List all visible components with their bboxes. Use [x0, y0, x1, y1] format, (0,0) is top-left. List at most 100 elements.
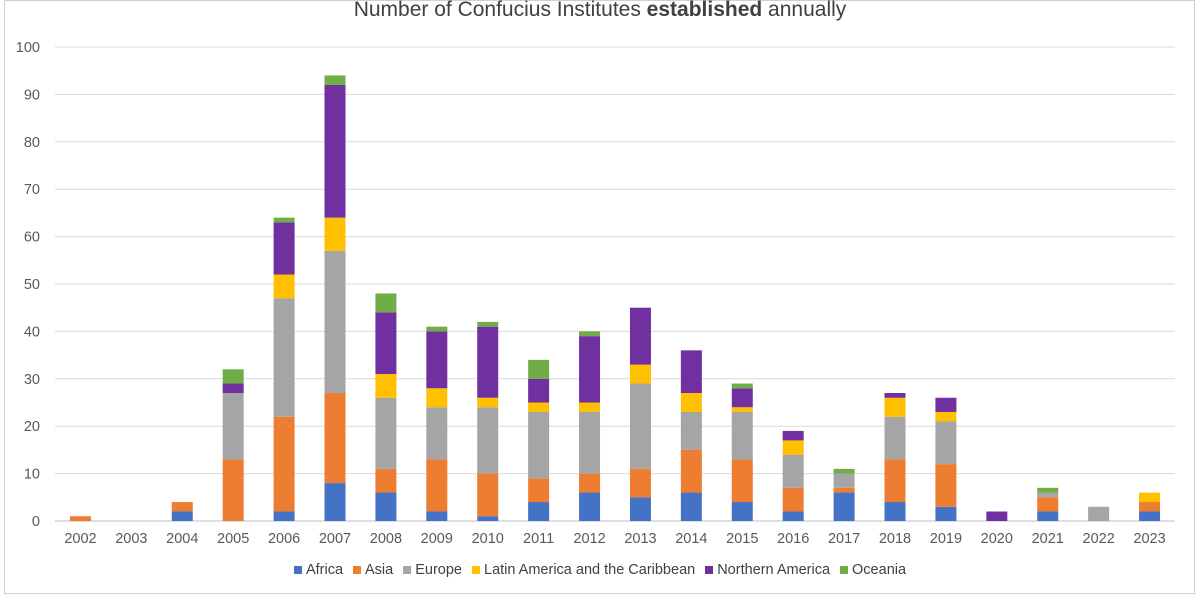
y-tick-label: 20 [24, 419, 40, 435]
chart-title-prefix: Number of Confucius Institutes [353, 0, 647, 21]
bar-segment [935, 421, 957, 465]
bar-segment [528, 402, 550, 412]
bar-segment [324, 217, 346, 251]
bar-segment [222, 459, 244, 521]
legend-label: Latin America and the Caribbean [484, 562, 696, 578]
x-tick-label: 2010 [472, 531, 504, 547]
x-tick-label: 2003 [115, 531, 147, 547]
legend-label: Northern America [717, 562, 831, 578]
x-tick-label: 2022 [1083, 531, 1115, 547]
x-tick-label: 2013 [624, 531, 656, 547]
bar-segment [731, 383, 753, 389]
x-tick-label: 2023 [1133, 531, 1165, 547]
legend-item: Latin America and the Caribbean [472, 562, 695, 578]
legend-label: Oceania [852, 562, 907, 578]
bar-segment [324, 393, 346, 484]
bar-segment [579, 336, 601, 403]
bar-segment [171, 502, 193, 512]
bar-segment [935, 397, 957, 412]
legend-swatch [293, 566, 302, 574]
bar-segment [782, 454, 804, 488]
x-tick-label: 2016 [777, 531, 809, 547]
bar-segment [426, 511, 448, 521]
x-tick-label: 2008 [370, 531, 402, 547]
y-tick-label: 0 [32, 514, 40, 530]
legend-label: Europe [415, 562, 462, 578]
bar-segment [375, 293, 397, 313]
bar-segment [731, 459, 753, 503]
bar-segment [171, 511, 193, 521]
bar-segment [375, 397, 397, 469]
bar-segment [782, 440, 804, 455]
y-tick-label: 100 [16, 40, 40, 56]
bar-segment [1037, 511, 1059, 521]
bar-segment [986, 511, 1008, 521]
bar-segment [935, 411, 957, 422]
legend-item: Northern America [705, 562, 830, 578]
y-tick-label: 10 [24, 467, 40, 483]
bar-segment [222, 383, 244, 394]
x-tick-label: 2020 [981, 531, 1013, 547]
bar-segment [1037, 487, 1059, 493]
legend-swatch [840, 566, 849, 574]
bar-segment [426, 459, 448, 512]
bar-segment [375, 492, 397, 521]
y-tick-label: 60 [24, 230, 40, 246]
bar-segment [324, 483, 346, 521]
bar-segment [528, 478, 550, 503]
bar-segment [579, 492, 601, 521]
bar-segment [1037, 497, 1059, 512]
chart-title-suffix: annually [762, 0, 847, 21]
bar-segment [629, 383, 651, 469]
bar-segment [579, 402, 601, 412]
bar-segment [375, 374, 397, 398]
bar-segment [731, 388, 753, 408]
y-tick-label: 80 [24, 135, 40, 151]
bar-segment [884, 393, 906, 398]
bar-segment [324, 75, 346, 85]
bar-segment [273, 217, 295, 223]
legend-item: Europe [403, 562, 462, 578]
x-tick-label: 2009 [421, 531, 453, 547]
x-tick-label: 2015 [726, 531, 758, 547]
bar-segment [680, 492, 702, 521]
bar-segment [273, 416, 295, 512]
bar-segment [528, 359, 550, 379]
x-tick-label: 2005 [217, 531, 249, 547]
bar-segment [375, 468, 397, 493]
legend-label: Asia [365, 562, 394, 578]
bar-segment [579, 473, 601, 493]
legend-label: Africa [305, 562, 344, 578]
bar-segment [477, 397, 499, 408]
bar-segment [477, 516, 499, 521]
bar-segment [477, 473, 499, 517]
bar-segment [1037, 492, 1059, 498]
bar-segment [833, 492, 855, 521]
bar-segment [731, 407, 753, 412]
bar-segment [324, 84, 346, 218]
x-tick-label: 2018 [879, 531, 911, 547]
bar-segment [833, 473, 855, 488]
chart-title-bold: established [646, 0, 763, 21]
y-tick-label: 40 [24, 324, 40, 340]
bar-segment [935, 506, 957, 521]
bar-segment [629, 307, 651, 365]
bar-segment [426, 388, 448, 408]
bar-segment [629, 468, 651, 498]
chart-title: Number of Confucius Institutes establish… [0, 0, 1200, 22]
y-tick-label: 30 [24, 372, 40, 388]
x-tick-label: 2006 [268, 531, 300, 547]
x-tick-label: 2007 [319, 531, 351, 547]
x-tick-label: 2012 [573, 531, 605, 547]
legend-swatch [705, 566, 714, 574]
bar-segment [528, 502, 550, 521]
x-tick-label: 2002 [64, 531, 96, 547]
bar-segment [579, 411, 601, 474]
legend-item: Africa [293, 562, 344, 578]
bar-segment [375, 312, 397, 375]
bar-segment [477, 326, 499, 398]
bar-segment [884, 397, 906, 417]
y-tick-label: 90 [24, 87, 40, 103]
bar-segment [426, 326, 448, 332]
